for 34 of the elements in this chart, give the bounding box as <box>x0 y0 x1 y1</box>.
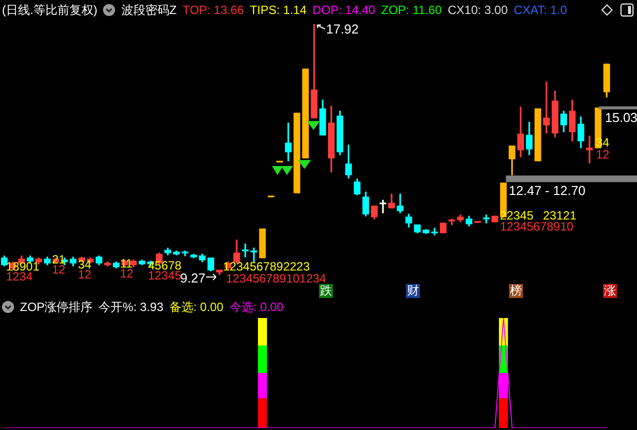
text: 今选: 0.00 <box>229 298 284 316</box>
annotation: 12 <box>52 262 66 276</box>
text: TIPS: 1.14 <box>250 3 307 17</box>
annotation: 9.27 <box>180 270 206 286</box>
bar <box>258 346 267 373</box>
chart-title: ZOP涨停排序 <box>20 298 93 316</box>
text: TOP: 13.66 <box>182 3 244 17</box>
text: 财 <box>407 283 419 298</box>
candlestick <box>380 200 386 214</box>
text: 跌 <box>320 283 332 298</box>
text: CXAT: 1.0 <box>514 3 567 17</box>
bar <box>498 398 508 428</box>
text: DOP: 14.40 <box>312 3 376 17</box>
annotation: 45678 <box>148 258 182 272</box>
candlestick <box>586 136 593 164</box>
band-label: 12.47 - 12.70 <box>508 183 586 198</box>
annotation: 17.92 <box>326 22 359 37</box>
annotation: 12 <box>120 266 134 280</box>
ref-line-label: 15.03 <box>605 110 637 125</box>
annotation: 123456789101234 <box>226 271 326 286</box>
bar <box>498 373 508 398</box>
bar <box>258 398 267 428</box>
text: 今开%: 3.93 <box>98 298 164 316</box>
bar <box>258 373 267 398</box>
chart-title: (日线.等比前复权) <box>2 2 98 18</box>
text: ZOP: 11.60 <box>381 3 442 17</box>
text: 榜 <box>510 283 522 298</box>
text: CX10: 3.00 <box>448 3 508 17</box>
annotation: 1234567892223 <box>223 259 310 274</box>
text: 备选: 0.00 <box>169 298 224 316</box>
text: 涨 <box>604 283 616 298</box>
chart-subtitle: 波段密码Z <box>121 2 177 18</box>
bar <box>258 318 267 346</box>
annotation: 12 <box>596 147 610 162</box>
